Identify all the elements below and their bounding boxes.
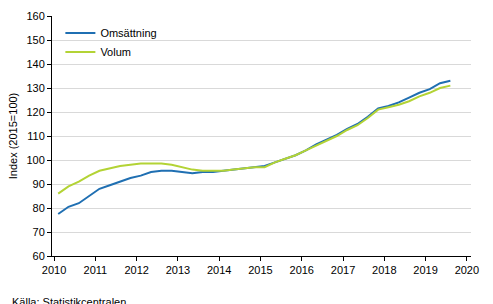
svg-text:140: 140 <box>26 58 44 70</box>
svg-text:2016: 2016 <box>290 264 314 276</box>
svg-text:Källa: Statistikcentralen: Källa: Statistikcentralen <box>12 296 126 304</box>
svg-text:160: 160 <box>26 10 44 22</box>
svg-text:110: 110 <box>27 130 45 142</box>
svg-text:2011: 2011 <box>84 264 108 276</box>
svg-text:2014: 2014 <box>207 264 231 276</box>
svg-text:2019: 2019 <box>413 264 437 276</box>
svg-text:80: 80 <box>33 202 45 214</box>
svg-text:2010: 2010 <box>42 264 66 276</box>
svg-text:Omsättning: Omsättning <box>100 27 156 39</box>
svg-text:130: 130 <box>26 82 44 94</box>
svg-text:Volum: Volum <box>100 46 131 58</box>
svg-text:90: 90 <box>33 178 45 190</box>
svg-text:120: 120 <box>26 106 44 118</box>
svg-text:2015: 2015 <box>248 264 272 276</box>
svg-text:2018: 2018 <box>372 264 396 276</box>
svg-text:70: 70 <box>33 226 45 238</box>
svg-text:100: 100 <box>26 154 44 166</box>
svg-text:150: 150 <box>26 34 44 46</box>
svg-text:2020: 2020 <box>455 264 479 276</box>
svg-text:60: 60 <box>33 250 45 262</box>
svg-text:2012: 2012 <box>124 264 148 276</box>
svg-text:Index (2015=100): Index (2015=100) <box>7 93 19 180</box>
svg-text:2017: 2017 <box>331 264 355 276</box>
svg-text:2013: 2013 <box>166 264 190 276</box>
